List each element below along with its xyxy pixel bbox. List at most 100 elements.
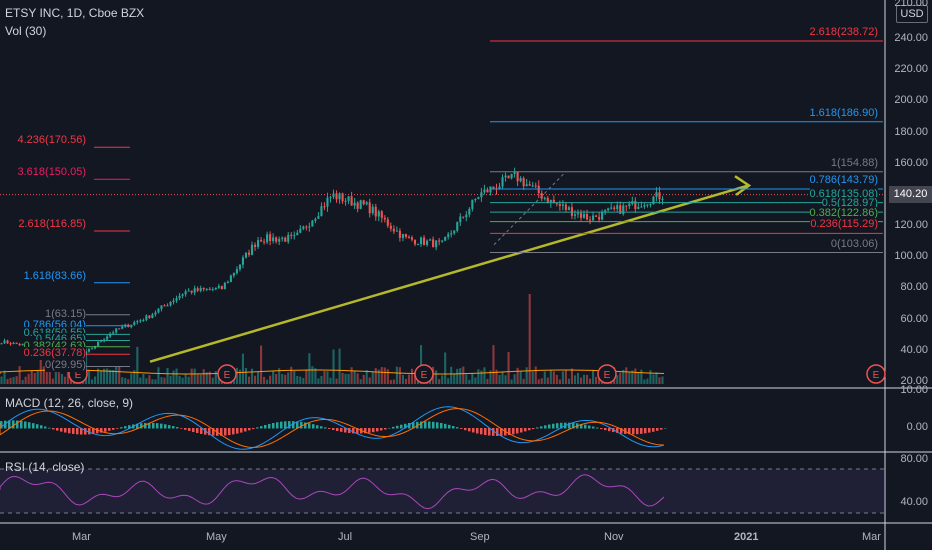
volume-bar	[100, 370, 103, 384]
macd-histogram-bar	[588, 425, 591, 429]
volume-bar	[356, 373, 359, 384]
volume-bar	[193, 368, 196, 384]
macd-histogram-bar	[100, 428, 103, 433]
fib-level-label: 0.382(122.86)	[809, 206, 878, 220]
macd-histogram-bar	[656, 428, 659, 431]
fib-level-label: 0.236(115.29)	[810, 218, 878, 232]
symbol-title[interactable]: ETSY INC, 1D, Cboe BZX	[5, 6, 145, 20]
volume-bar	[263, 376, 266, 384]
candle	[432, 239, 435, 248]
candle	[109, 333, 112, 337]
volume-bar	[190, 368, 193, 384]
macd-histogram-bar	[372, 428, 375, 433]
volume-bar	[619, 372, 622, 384]
volume-bar	[480, 370, 483, 384]
candle	[567, 207, 570, 210]
candle	[480, 192, 483, 198]
volume-bar	[109, 369, 112, 384]
macd-histogram-bar	[0, 421, 3, 429]
candle	[658, 192, 661, 200]
macd-histogram-bar	[440, 423, 443, 429]
candle	[154, 312, 157, 315]
candle	[616, 205, 619, 209]
volume-bar	[383, 367, 386, 384]
earnings-marker	[414, 364, 434, 384]
macd-histogram-bar	[32, 423, 35, 429]
candle	[121, 326, 124, 329]
macd-histogram-bar	[184, 428, 187, 430]
fib-level-label: 2.618(116.85)	[18, 218, 86, 230]
volume-indicator-title[interactable]: Vol (30)	[5, 24, 47, 38]
candle	[296, 232, 299, 236]
macd-histogram-bar	[308, 423, 311, 429]
volume-bar	[36, 370, 39, 384]
volume-bar	[661, 376, 664, 384]
candle	[410, 237, 414, 240]
macd-histogram-bar	[252, 428, 255, 430]
macd-title[interactable]: MACD (12, 26, close, 9)	[5, 396, 134, 410]
candle	[573, 214, 577, 216]
candle	[226, 281, 229, 284]
candle	[413, 239, 417, 245]
candle	[100, 341, 103, 343]
candle	[504, 175, 507, 178]
candle	[12, 342, 15, 345]
volume-bar	[208, 371, 211, 384]
macd-histogram-bar	[260, 426, 263, 429]
volume-bar	[444, 352, 447, 384]
volume-bar	[45, 367, 48, 384]
currency-badge[interactable]: USD	[896, 5, 928, 23]
candle	[528, 184, 531, 186]
volume-bar	[398, 367, 401, 384]
volume-bar	[377, 369, 380, 384]
volume-bar	[652, 374, 655, 384]
macd-histogram-bar	[300, 421, 303, 429]
volume-bar	[341, 372, 344, 384]
volume-bar	[353, 370, 356, 384]
volume-bar	[278, 368, 281, 384]
macd-histogram-bar	[324, 427, 327, 429]
macd-histogram-bar	[556, 423, 559, 429]
macd-histogram-bar	[92, 428, 95, 434]
macd-histogram-bar	[652, 428, 655, 432]
volume-bar	[344, 373, 347, 384]
candle	[338, 193, 341, 200]
macd-histogram-bar	[304, 422, 307, 429]
candle	[486, 189, 489, 193]
price-axis-label: 100.00	[894, 250, 928, 263]
candle	[380, 211, 383, 218]
volume-bar	[435, 370, 438, 384]
candle	[269, 234, 272, 242]
volume-bar	[21, 379, 24, 384]
macd-histogram-bar	[56, 428, 59, 431]
candle	[247, 252, 251, 255]
candle	[604, 210, 607, 212]
volume-bar	[166, 367, 169, 384]
candle	[353, 202, 356, 206]
macd-histogram-bar	[428, 421, 431, 429]
volume-bar	[51, 378, 54, 384]
fib-level-label: 2.618(238.72)	[809, 25, 879, 38]
macd-histogram-bar	[228, 428, 231, 436]
candle	[21, 344, 24, 346]
candle	[561, 204, 564, 206]
volume-bar	[588, 378, 592, 384]
macd-histogram-bar	[548, 424, 551, 429]
volume-bar	[87, 370, 91, 384]
candle	[371, 206, 374, 214]
candle	[592, 215, 595, 221]
candle	[398, 230, 401, 238]
volume-bar	[323, 371, 326, 384]
macd-histogram-bar	[552, 423, 555, 429]
volume-bar	[486, 378, 489, 384]
volume-bar	[275, 373, 278, 384]
candle	[643, 205, 646, 207]
candle	[229, 275, 232, 282]
volume-bar	[284, 374, 287, 384]
candle	[462, 216, 465, 218]
volume-bar	[498, 374, 501, 384]
price-axis-label: 20.00	[900, 375, 928, 387]
rsi-title[interactable]: RSI (14, close)	[5, 460, 85, 474]
candle	[389, 225, 392, 229]
